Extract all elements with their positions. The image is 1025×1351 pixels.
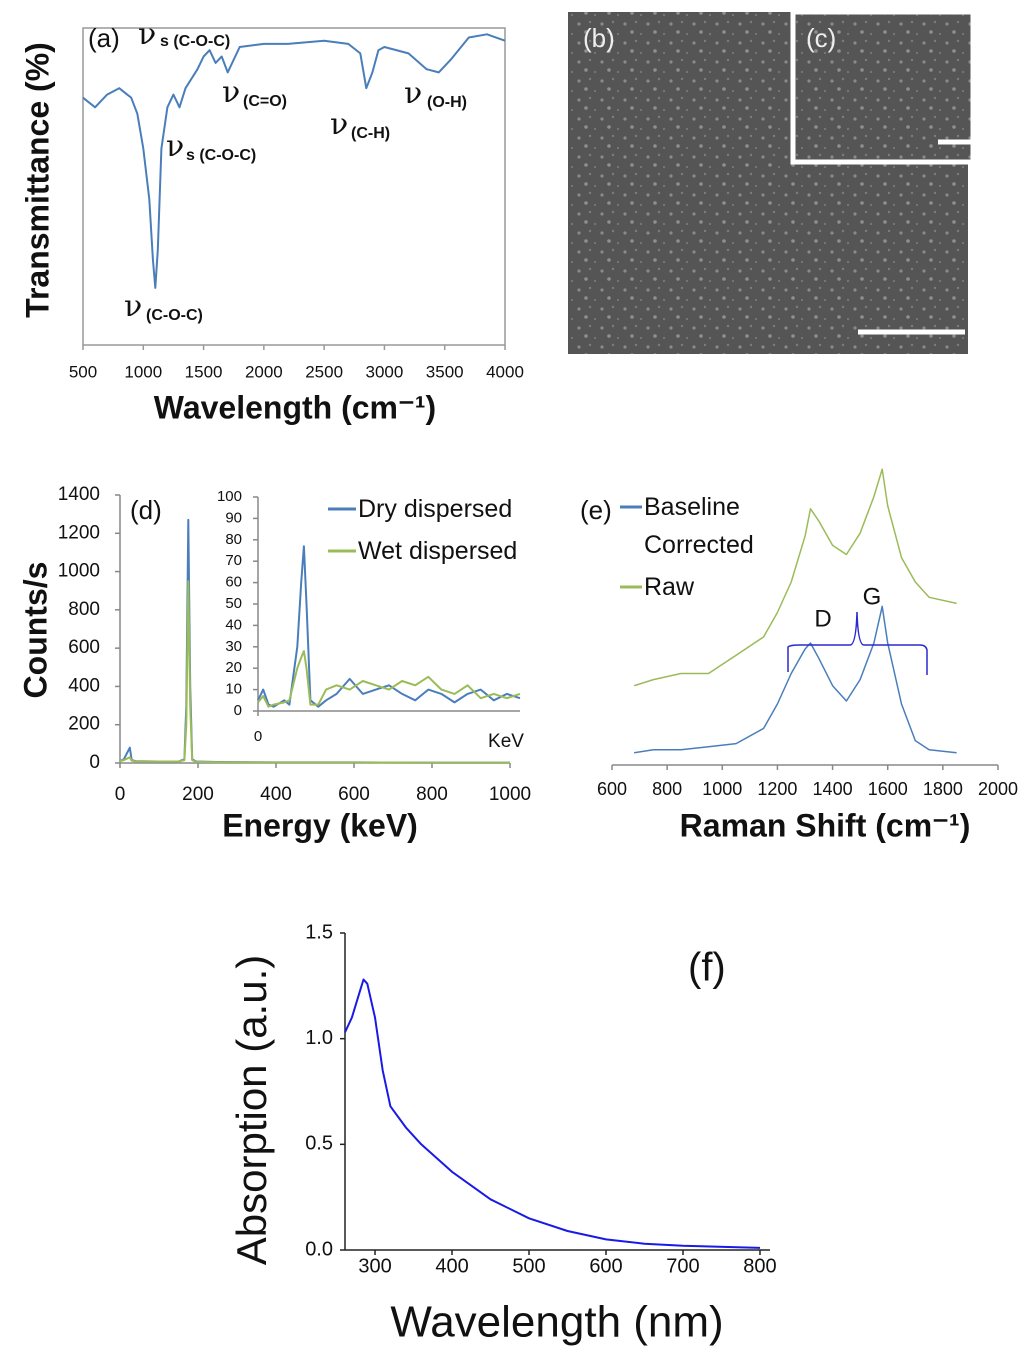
x-tick-label: 400 bbox=[435, 1255, 468, 1277]
legend-label: Wet dispersed bbox=[358, 537, 518, 565]
x-tick-label: 700 bbox=[666, 1255, 699, 1277]
y-tick-label: 1.5 bbox=[305, 921, 333, 943]
x-tick-label: 500 bbox=[69, 362, 97, 381]
series-line bbox=[633, 605, 957, 754]
y-tick-label: 800 bbox=[68, 599, 100, 620]
peak-label: G bbox=[863, 583, 882, 610]
x-tick-label: 1000 bbox=[124, 362, 162, 381]
x-tick-label: 1500 bbox=[185, 362, 223, 381]
x-axis-label: KeV bbox=[488, 731, 524, 752]
plot-frame bbox=[82, 27, 506, 346]
x-tick-label: 600 bbox=[597, 779, 627, 799]
y-tick-label: 600 bbox=[68, 637, 100, 658]
x-tick-label: 300 bbox=[358, 1255, 391, 1277]
y-tick-label: 1000 bbox=[58, 561, 100, 582]
panel-label: (d) bbox=[130, 495, 162, 525]
y-tick-label: 10 bbox=[225, 681, 242, 698]
x-tick-label: 800 bbox=[652, 779, 682, 799]
y-tick-label: 1.0 bbox=[305, 1027, 333, 1049]
y-tick-label: 100 bbox=[217, 488, 242, 505]
nu-symbol: ν bbox=[330, 107, 348, 142]
legend-entry: Dry dispersed bbox=[358, 495, 513, 523]
peak-label: D bbox=[814, 605, 831, 632]
x-tick-label: 3500 bbox=[426, 362, 464, 381]
y-tick-label: 90 bbox=[225, 509, 242, 526]
y-tick-label: 60 bbox=[225, 574, 242, 591]
panel-label: (f) bbox=[688, 946, 726, 990]
x-tick-label: 200 bbox=[182, 784, 214, 805]
legend-entry: Raw bbox=[644, 573, 695, 601]
annotation-sub: s (C-O-C) bbox=[160, 33, 230, 50]
nu-symbol: ν bbox=[166, 129, 184, 164]
panel-label: (e) bbox=[580, 495, 612, 525]
annotation-sub: (O-H) bbox=[427, 94, 467, 111]
legend-label: Dry dispersed bbox=[358, 495, 513, 523]
series-line bbox=[82, 33, 506, 289]
y-tick-label: 1200 bbox=[58, 522, 100, 543]
panel-label: (b) bbox=[583, 23, 615, 53]
series-line bbox=[257, 650, 521, 708]
x-axis-label: Wavelength (nm) bbox=[390, 1298, 723, 1347]
legend-label: Baseline Corrected bbox=[644, 493, 754, 559]
x-tick-label: 400 bbox=[260, 784, 292, 805]
x-tick-label: 1000 bbox=[489, 784, 531, 805]
y-tick-label: 0.0 bbox=[305, 1238, 333, 1260]
x-tick-label: 800 bbox=[416, 784, 448, 805]
y-tick-label: 1400 bbox=[58, 484, 100, 505]
y-tick-label: 0 bbox=[89, 752, 100, 773]
nu-symbol: ν bbox=[124, 289, 142, 324]
x-axis-label: Wavelength (cm⁻¹) bbox=[154, 389, 436, 425]
nu-symbol: ν bbox=[222, 75, 240, 110]
y-tick-label: 80 bbox=[225, 531, 242, 548]
x-tick-label: 2000 bbox=[245, 362, 283, 381]
x-tick-label: 1400 bbox=[813, 779, 853, 799]
series-line bbox=[344, 978, 761, 1249]
y-tick-label: 30 bbox=[225, 638, 242, 655]
x-tick-label: 0 bbox=[254, 728, 262, 745]
legend-label: Raw bbox=[644, 573, 695, 601]
y-tick-label: 0 bbox=[234, 702, 242, 719]
annotation-sub: (C-O-C) bbox=[146, 307, 203, 324]
panel-label: (a) bbox=[88, 23, 120, 53]
y-tick-label: 0.5 bbox=[305, 1133, 333, 1155]
y-axis-label: Absorption (a.u.) bbox=[228, 955, 275, 1266]
panel-label: (c) bbox=[806, 23, 836, 53]
x-tick-label: 600 bbox=[338, 784, 370, 805]
x-tick-label: 2000 bbox=[978, 779, 1018, 799]
x-tick-label: 800 bbox=[743, 1255, 776, 1277]
x-tick-label: 0 bbox=[115, 784, 126, 805]
y-axis-label: Counts/s bbox=[17, 562, 53, 699]
annotation-sub: s (C-O-C) bbox=[186, 147, 256, 164]
nu-symbol: ν bbox=[404, 76, 422, 111]
x-tick-label: 500 bbox=[512, 1255, 545, 1277]
x-tick-label: 1800 bbox=[923, 779, 963, 799]
micrograph bbox=[790, 9, 976, 165]
brace bbox=[787, 611, 928, 675]
y-tick-label: 20 bbox=[225, 659, 242, 676]
y-tick-label: 200 bbox=[68, 714, 100, 735]
y-tick-label: 400 bbox=[68, 675, 100, 696]
series-line bbox=[119, 580, 510, 764]
series-line bbox=[633, 468, 957, 687]
x-axis-label: Raman Shift (cm⁻¹) bbox=[680, 807, 971, 843]
x-axis-label: Energy (keV) bbox=[222, 807, 418, 843]
x-tick-label: 1200 bbox=[757, 779, 797, 799]
annotation-sub: (C=O) bbox=[243, 93, 287, 110]
y-axis-label: Transmittance (%) bbox=[19, 42, 55, 318]
legend-entry: Wet dispersed bbox=[358, 537, 518, 565]
x-tick-label: 2500 bbox=[305, 362, 343, 381]
nu-symbol: ν bbox=[138, 17, 156, 52]
legend-entry: Baseline Corrected bbox=[644, 493, 754, 559]
x-tick-label: 600 bbox=[589, 1255, 622, 1277]
y-tick-label: 40 bbox=[225, 616, 242, 633]
y-tick-label: 70 bbox=[225, 552, 242, 569]
annotation-sub: (C-H) bbox=[351, 125, 390, 142]
y-tick-label: 50 bbox=[225, 595, 242, 612]
x-tick-label: 1600 bbox=[868, 779, 908, 799]
x-tick-label: 1000 bbox=[702, 779, 742, 799]
x-tick-label: 4000 bbox=[486, 362, 524, 381]
x-tick-label: 3000 bbox=[366, 362, 404, 381]
